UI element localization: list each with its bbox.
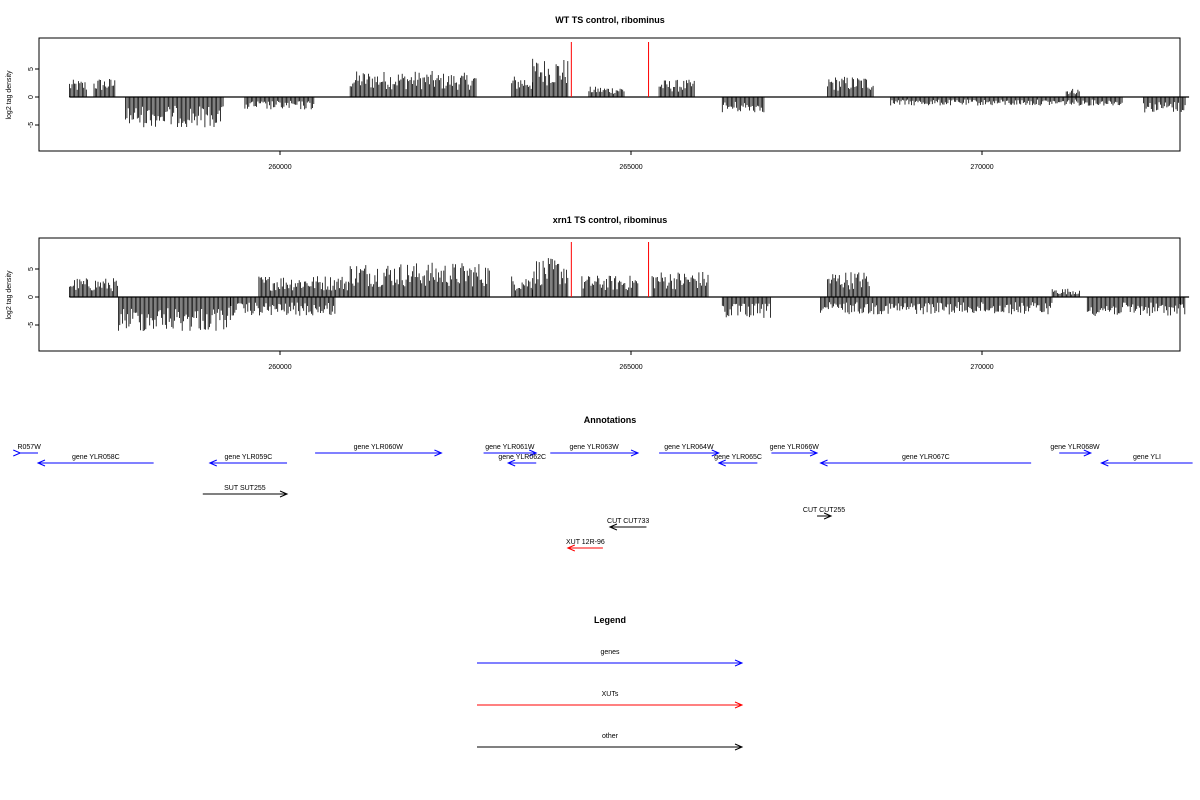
x-tick-label: 265000 bbox=[619, 164, 642, 171]
annotation-label: gene YLR066W bbox=[770, 444, 820, 451]
annotation-label: gene YLR062C bbox=[498, 454, 546, 461]
bars bbox=[69, 258, 1190, 331]
coverage-panel-wt: WT TS control, ribominus log2 tag densit… bbox=[6, 15, 1190, 171]
annotation-label: gene YLR060W bbox=[354, 444, 404, 451]
legend-label: XUTs bbox=[602, 691, 619, 698]
annotations-track: Annotations R057W gene YLR058C gene YLR059… bbox=[13, 415, 1193, 552]
markers bbox=[570, 242, 650, 297]
legend-label: genes bbox=[600, 649, 620, 656]
annotation-gene-ylr059c: gene YLR059C bbox=[208, 454, 288, 467]
legend-title: Legend bbox=[594, 615, 626, 625]
annotation-cut-cut255: CUT CUT255 bbox=[803, 507, 845, 520]
annotation-label: gene YLR063W bbox=[569, 444, 619, 451]
annotation-label: CUT CUT255 bbox=[803, 507, 845, 514]
annotation-gene-ylr066w: gene YLR066W bbox=[770, 444, 820, 457]
y-ticks: 5 0 -5 bbox=[28, 67, 39, 128]
y-ticks: 5 0 -5 bbox=[28, 267, 39, 328]
y-tick-label: -5 bbox=[28, 122, 35, 128]
annotation-gene-ylr068w: gene YLR068W bbox=[1050, 444, 1100, 457]
x-ticks: 260000 265000 270000 bbox=[268, 151, 994, 171]
annotation-gene-ylr060w: gene YLR060W bbox=[315, 444, 443, 457]
annotation-gene-yli: gene YLI bbox=[1100, 454, 1193, 467]
x-ticks: 260000 265000 270000 bbox=[268, 351, 994, 371]
legend-item-other: other bbox=[477, 733, 744, 751]
annotation-sut-sut255: SUT SUT255 bbox=[202, 485, 289, 498]
x-tick-label: 260000 bbox=[268, 164, 291, 171]
x-tick-label: 270000 bbox=[970, 364, 993, 371]
legend-item-xuts: XUTs bbox=[477, 691, 744, 709]
x-tick-label: 270000 bbox=[970, 164, 993, 171]
annotation-label: XUT 12R-96 bbox=[566, 539, 605, 546]
coverage-panel-xrn1: xrn1 TS control, ribominus log2 tag dens… bbox=[6, 215, 1190, 371]
panel-title: WT TS control, ribominus bbox=[555, 15, 665, 25]
y-axis-label: log2 tag density bbox=[6, 270, 13, 320]
annotation-gene-ylr064w: gene YLR064W bbox=[659, 444, 721, 457]
annotation-label: CUT CUT733 bbox=[607, 518, 649, 525]
annotation-gene-ylr058c: gene YLR058C bbox=[36, 454, 154, 467]
legend-label: other bbox=[602, 733, 619, 740]
y-axis-label: log2 tag density bbox=[6, 70, 13, 120]
annotation-label: gene YLR067C bbox=[902, 454, 950, 461]
annotation-r057w: R057W bbox=[13, 444, 41, 457]
annotation-gene-ylr061w: gene YLR061W bbox=[483, 444, 538, 457]
annotation-label: gene YLR061W bbox=[485, 444, 535, 451]
annotation-label: gene YLR064W bbox=[664, 444, 714, 451]
annotation-label: R057W bbox=[17, 444, 41, 451]
y-tick-label: 5 bbox=[28, 267, 35, 271]
annotation-label: gene YLR068W bbox=[1050, 444, 1100, 451]
legend-item-genes: genes bbox=[477, 649, 744, 667]
annotation-label: SUT SUT255 bbox=[224, 485, 266, 492]
legend-items: genes XUTs other bbox=[477, 649, 744, 751]
markers bbox=[570, 42, 650, 97]
panel-title: xrn1 TS control, ribominus bbox=[553, 215, 668, 225]
annotation-xut-12r-96: XUT 12R-96 bbox=[566, 539, 605, 552]
x-tick-label: 265000 bbox=[619, 364, 642, 371]
plot-frame bbox=[38, 37, 1181, 152]
annotation-cut-cut733: CUT CUT733 bbox=[607, 518, 649, 531]
annotation-label: gene YLI bbox=[1133, 454, 1161, 461]
annotation-features: R057W gene YLR058C gene YLR059C gene YLR060… bbox=[13, 444, 1193, 552]
y-tick-label: 0 bbox=[28, 95, 35, 99]
annotation-gene-ylr063w: gene YLR063W bbox=[550, 444, 640, 457]
y-tick-label: 0 bbox=[28, 295, 35, 299]
y-tick-label: -5 bbox=[28, 322, 35, 328]
annotation-gene-ylr065c: gene YLR065C bbox=[714, 454, 762, 467]
annotation-label: gene YLR058C bbox=[72, 454, 120, 461]
annotation-gene-ylr067c: gene YLR067C bbox=[819, 454, 1032, 467]
y-tick-label: 5 bbox=[28, 67, 35, 71]
annotations-title: Annotations bbox=[584, 415, 637, 425]
annotation-label: gene YLR065C bbox=[714, 454, 762, 461]
bars bbox=[69, 58, 1190, 128]
annotation-label: gene YLR059C bbox=[225, 454, 273, 461]
legend: Legend genes XUTs other bbox=[477, 615, 744, 751]
plot-frame bbox=[38, 237, 1181, 352]
x-tick-label: 260000 bbox=[268, 364, 291, 371]
annotation-gene-ylr062c: gene YLR062C bbox=[498, 454, 546, 467]
